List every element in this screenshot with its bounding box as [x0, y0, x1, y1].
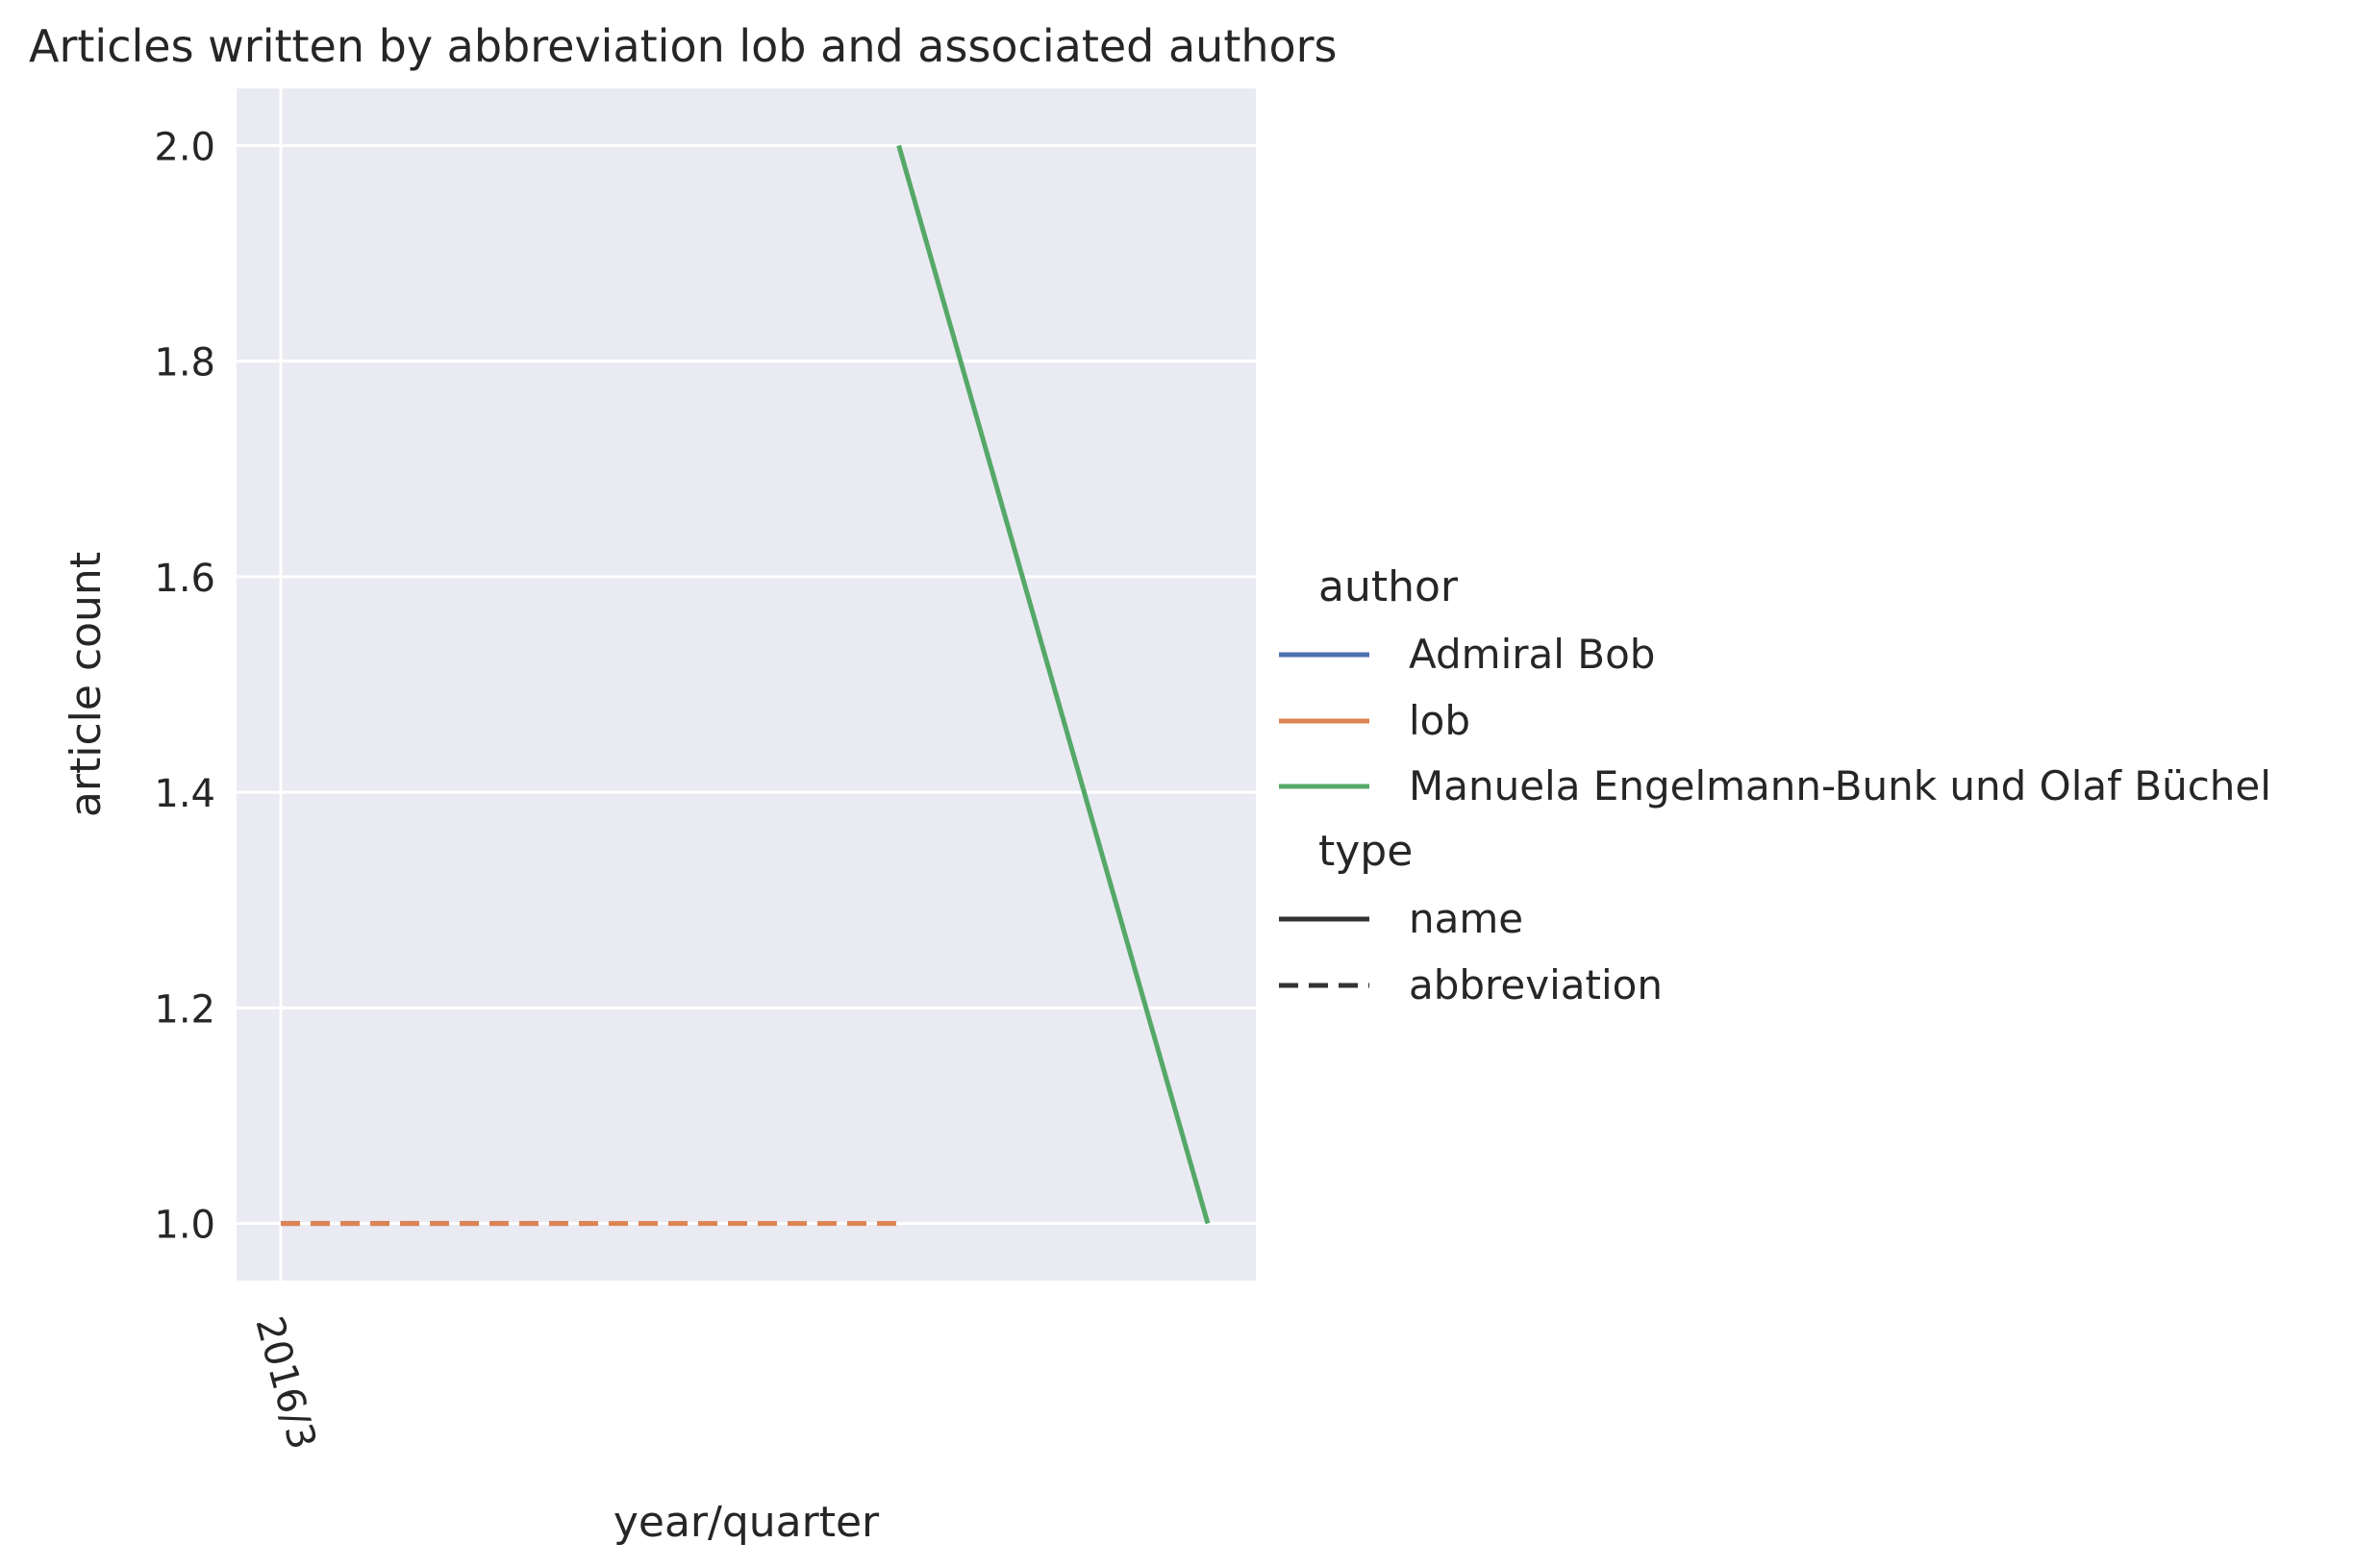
series-lines — [281, 144, 1211, 1227]
y-tick-label: 2.0 — [154, 125, 215, 169]
legend-label: name — [1409, 895, 1523, 942]
plot-area — [237, 88, 1256, 1281]
y-tick-label: 1.4 — [154, 772, 215, 816]
legend-title-type: type — [1318, 827, 1413, 876]
x-tick-labels: 2016/3 — [246, 1312, 324, 1455]
legend-title-author: author — [1318, 562, 1459, 611]
y-tick-label: 1.8 — [154, 341, 215, 386]
legend-label: lob — [1409, 697, 1470, 744]
y-axis-label: article count — [62, 552, 111, 817]
y-tick-labels: 1.0 1.2 1.4 1.6 1.8 2.0 — [154, 125, 215, 1247]
x-tick-label: 2016/3 — [246, 1312, 324, 1455]
gridlines — [237, 88, 1256, 1281]
chart-title: Articles written by abbreviation lob and… — [29, 20, 1338, 72]
y-tick-label: 1.0 — [154, 1204, 215, 1248]
legend: author Admiral Bob lob Manuela Engelmann-Bu… — [1279, 562, 2271, 1008]
legend-label: Manuela Engelmann-Bunk und Olaf Büchel — [1409, 762, 2271, 809]
x-axis-label: year/quarter — [614, 1498, 880, 1547]
y-tick-label: 1.6 — [154, 557, 215, 601]
series-line — [896, 144, 1211, 1225]
y-tick-label: 1.2 — [154, 987, 215, 1032]
legend-label: Admiral Bob — [1409, 631, 1655, 678]
legend-label: abbreviation — [1409, 961, 1663, 1008]
